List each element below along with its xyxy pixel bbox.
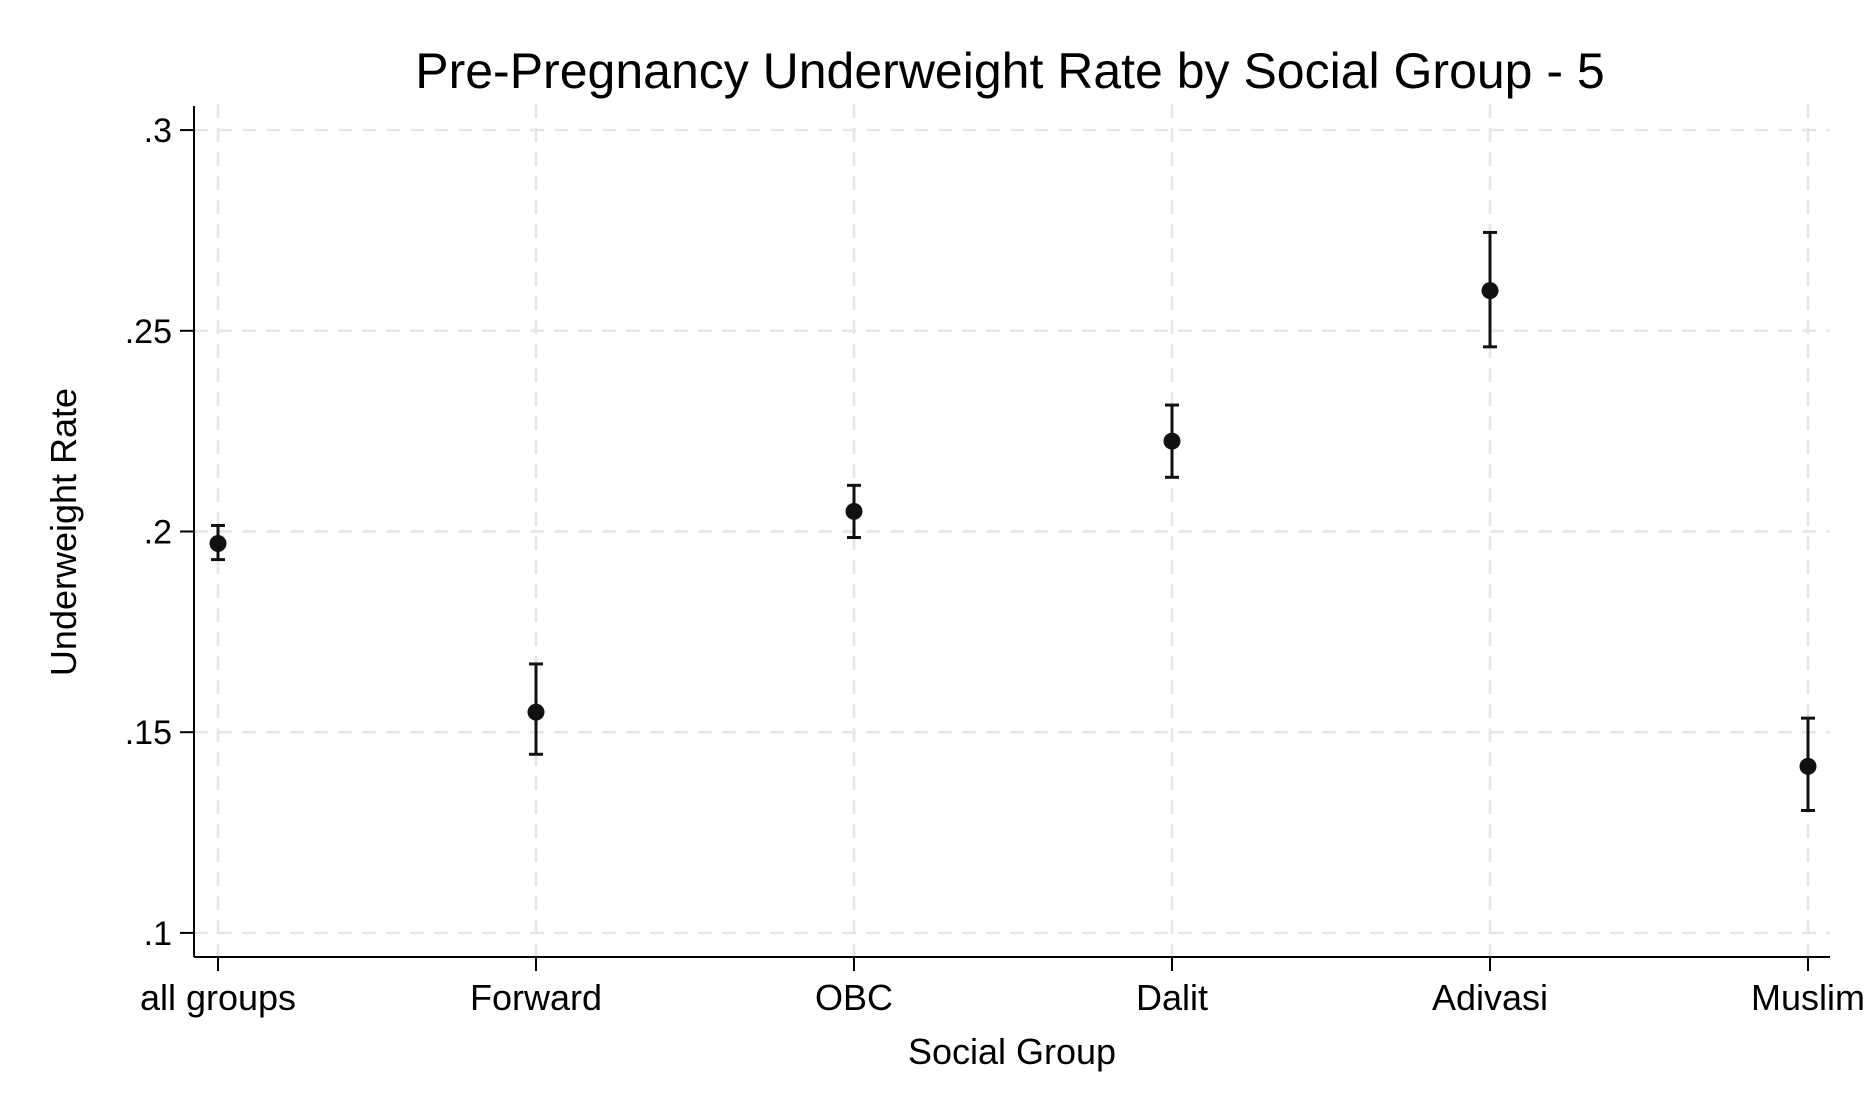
x-tick-label: Dalit	[1136, 977, 1208, 1018]
y-tick-label: .25	[125, 313, 172, 351]
y-tick-label: .3	[144, 112, 172, 150]
x-tick-label: Muslim	[1751, 977, 1865, 1018]
data-points	[209, 230, 1817, 812]
y-axis-title: Underweight Rate	[43, 388, 84, 676]
y-tick-label: .1	[144, 915, 172, 953]
y-tick-label: .2	[144, 513, 172, 551]
x-axis-title: Social Group	[908, 1031, 1116, 1072]
data-point	[845, 502, 863, 520]
data-point	[1163, 432, 1181, 450]
data-point	[527, 703, 545, 721]
chart-title: Pre-Pregnancy Underweight Rate by Social…	[415, 43, 1604, 99]
y-tick-label: .15	[125, 714, 172, 752]
data-point	[1481, 282, 1499, 300]
x-tick-label: Adivasi	[1432, 977, 1548, 1018]
data-point	[1799, 757, 1817, 775]
x-tick-label: Forward	[470, 977, 602, 1018]
gridlines	[194, 104, 1830, 957]
x-tick-label: all groups	[140, 977, 296, 1018]
axes: .1 .15 .2 .25 .3 all groups Forward OBC Dalit Adi…	[125, 106, 1865, 1018]
data-point	[209, 535, 227, 553]
x-tick-label: OBC	[815, 977, 893, 1018]
